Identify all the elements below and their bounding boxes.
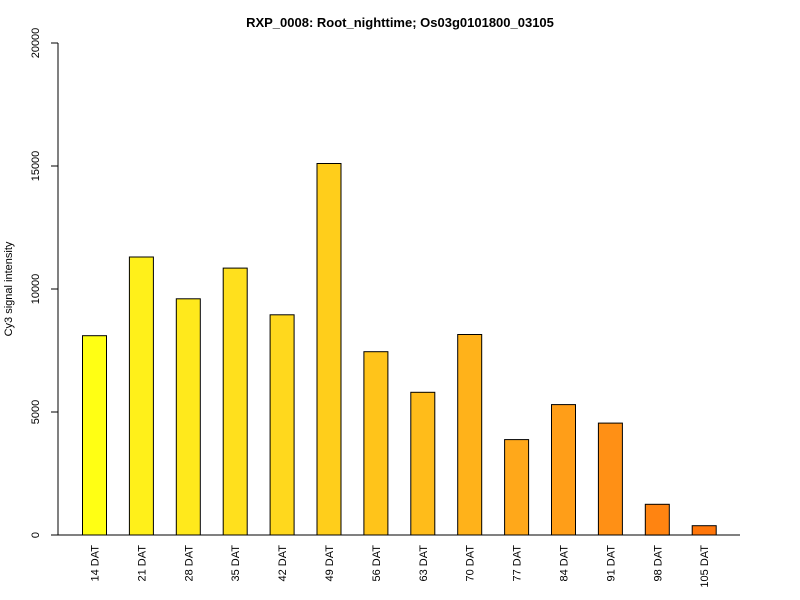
bar-49-dat bbox=[316, 163, 342, 536]
x-tick-label: 56 DAT bbox=[371, 545, 383, 582]
y-axis-label: Cy3 signal intensity bbox=[3, 241, 15, 336]
bar-42-dat bbox=[269, 314, 295, 536]
bar-91-dat bbox=[597, 422, 623, 536]
bar-14-dat bbox=[82, 335, 107, 536]
bar-35-dat bbox=[222, 267, 248, 536]
bar-77-dat bbox=[504, 439, 530, 536]
x-tick-label: 77 DAT bbox=[512, 545, 524, 582]
x-tick-label: 28 DAT bbox=[183, 545, 195, 582]
x-tick-label: 84 DAT bbox=[559, 545, 571, 582]
y-tick-label: 15000 bbox=[30, 151, 42, 182]
x-tick-label: 35 DAT bbox=[230, 545, 242, 582]
x-tick-label: 49 DAT bbox=[324, 545, 336, 582]
y-axis: 0 5000 10000 15000 20000 bbox=[30, 28, 59, 538]
bar-70-dat bbox=[457, 334, 483, 536]
bar-28-dat bbox=[175, 298, 201, 536]
x-tick-label: 63 DAT bbox=[418, 545, 430, 582]
y-tick-label: 20000 bbox=[30, 28, 42, 59]
y-tick-label: 5000 bbox=[30, 400, 42, 424]
y-tick-label: 0 bbox=[30, 532, 42, 538]
bar-84-dat bbox=[551, 404, 576, 536]
x-tick-label: 105 DAT bbox=[699, 545, 711, 588]
x-tick-label: 21 DAT bbox=[136, 545, 148, 582]
x-tick-label: 98 DAT bbox=[652, 545, 664, 582]
bar-63-dat bbox=[410, 391, 436, 536]
x-tick-label: 42 DAT bbox=[277, 545, 289, 582]
x-tick-label: 70 DAT bbox=[465, 545, 477, 582]
x-tick-label: 14 DAT bbox=[90, 545, 102, 582]
bar-98-dat bbox=[644, 503, 670, 536]
bar-21-dat bbox=[128, 256, 154, 536]
bar-56-dat bbox=[363, 351, 389, 536]
x-axis: 14 DAT 21 DAT 28 DAT 35 DAT 42 DAT 49 DAT 56 D… bbox=[58, 534, 740, 588]
bars bbox=[82, 163, 717, 536]
y-tick-label: 10000 bbox=[30, 274, 42, 305]
bar-105-dat bbox=[691, 525, 717, 536]
x-tick-label: 91 DAT bbox=[605, 545, 617, 582]
chart-title: RXP_0008: Root_nighttime; Os03g0101800_0… bbox=[246, 15, 554, 30]
